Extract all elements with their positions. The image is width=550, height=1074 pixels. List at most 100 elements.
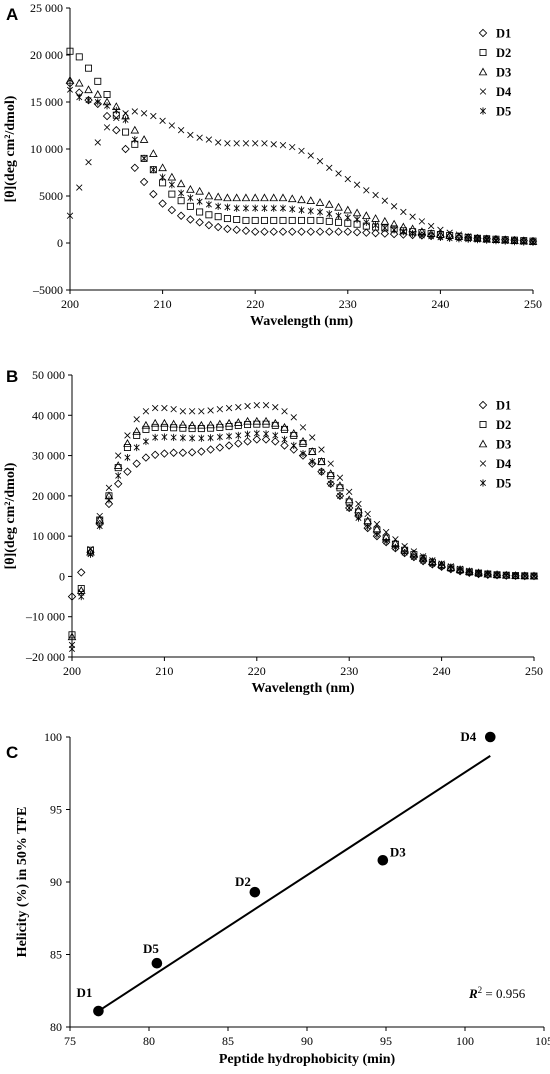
data-point [115, 452, 122, 459]
data-point [306, 227, 315, 236]
data-point [112, 125, 121, 135]
data-point [484, 570, 491, 579]
data-point [317, 457, 326, 465]
data-point [418, 218, 426, 225]
data-point [420, 557, 427, 565]
data-point [122, 128, 130, 136]
data-point [511, 237, 518, 246]
data-point [149, 149, 158, 158]
data-point [66, 86, 74, 94]
legend-label: D4 [496, 85, 512, 99]
data-point [167, 205, 177, 215]
data-point [170, 406, 177, 413]
data-point [234, 439, 243, 448]
series-d4 [66, 108, 537, 246]
data-point [159, 117, 166, 124]
y-tick-label: 10 000 [32, 529, 65, 543]
data-point [465, 235, 472, 243]
data-point [427, 222, 435, 230]
data-point [270, 418, 280, 427]
point-label-d3: D3 [390, 844, 406, 859]
data-point-d2 [249, 886, 261, 898]
data-point [196, 208, 204, 216]
data-point [325, 217, 333, 225]
data-point-d3 [377, 854, 389, 866]
data-point [93, 99, 102, 109]
data-point [483, 570, 493, 580]
data-point [103, 124, 111, 131]
data-point [124, 432, 131, 439]
data-point [309, 434, 316, 441]
data-point [354, 505, 363, 514]
data-point [142, 425, 150, 433]
data-point [383, 537, 390, 545]
data-point [150, 112, 157, 120]
legend-marker [479, 421, 487, 428]
data-point [362, 228, 371, 237]
data-point [242, 204, 249, 212]
data-point [85, 96, 92, 104]
data-point [187, 194, 194, 202]
data-point [196, 198, 203, 206]
data-point [205, 200, 212, 209]
data-point [409, 230, 416, 238]
data-point [214, 139, 222, 146]
data-point [205, 211, 213, 219]
data-point [288, 227, 297, 236]
data-point [223, 215, 231, 223]
x-tick-label: 100 [456, 1034, 474, 1048]
data-point [186, 215, 195, 224]
data-point [96, 512, 103, 520]
data-point [521, 572, 528, 580]
data-point [316, 216, 324, 224]
data-point [252, 435, 262, 444]
data-point [372, 221, 379, 229]
data-point [336, 492, 343, 500]
data-point [85, 64, 93, 72]
data-point [363, 187, 370, 194]
data-point [141, 453, 151, 462]
y-tick-label: 90 [50, 875, 62, 889]
legend-label: D2 [496, 46, 511, 60]
data-point [297, 195, 306, 204]
data-point [288, 216, 296, 224]
data-point [474, 236, 481, 244]
data-point [307, 216, 315, 224]
data-point [252, 204, 259, 212]
data-point [371, 228, 380, 238]
legend-marker [478, 67, 488, 76]
data-point [224, 140, 231, 147]
point-label-d5: D5 [143, 941, 159, 956]
data-point [299, 424, 307, 431]
data-point [113, 106, 120, 115]
data-point [242, 140, 250, 147]
data-point [122, 116, 129, 124]
legend-label: D5 [496, 477, 511, 491]
data-point [170, 433, 177, 442]
x-tick-label: 240 [431, 297, 449, 311]
data-point [352, 227, 362, 237]
data-point [102, 111, 112, 121]
data-point [214, 213, 222, 221]
y-tick-label: –10 000 [25, 610, 65, 624]
data-point [399, 230, 408, 239]
data-point [529, 238, 537, 246]
y-tick-label: 50 000 [32, 368, 65, 382]
legend-label: D1 [496, 399, 511, 413]
data-point [278, 227, 288, 236]
data-point [132, 426, 142, 435]
data-point [253, 429, 260, 438]
data-point [307, 152, 314, 159]
data-point [418, 231, 425, 240]
data-point [131, 108, 139, 115]
data-point [334, 227, 343, 236]
data-point [123, 439, 132, 447]
panel-c-label: C [6, 743, 18, 762]
data-point [410, 553, 417, 561]
data-point [315, 198, 325, 206]
data-point [372, 191, 379, 199]
data-point [68, 645, 76, 653]
data-point [298, 451, 308, 460]
data-point [132, 459, 141, 468]
x-tick-label: 95 [380, 1034, 392, 1048]
